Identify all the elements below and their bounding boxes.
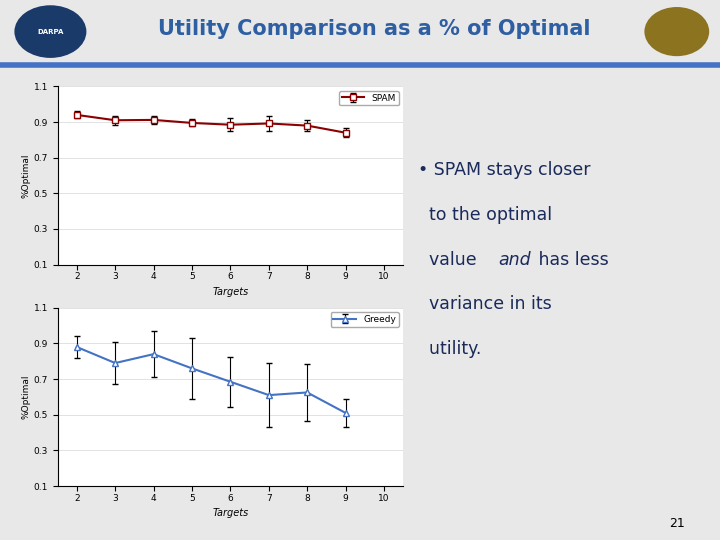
Text: utility.: utility. (418, 340, 481, 357)
Text: Utility Comparison as a % of Optimal: Utility Comparison as a % of Optimal (158, 19, 590, 39)
Text: variance in its: variance in its (418, 295, 552, 313)
Text: and: and (498, 251, 531, 268)
Text: to the optimal: to the optimal (418, 206, 552, 224)
Text: • SPAM stays closer: • SPAM stays closer (418, 161, 590, 179)
X-axis label: Targets: Targets (212, 287, 248, 297)
Text: 21: 21 (669, 517, 685, 530)
Legend: SPAM: SPAM (339, 91, 399, 105)
Text: has less: has less (533, 251, 608, 268)
X-axis label: Targets: Targets (212, 508, 248, 518)
Legend: Greedy: Greedy (330, 312, 399, 327)
Text: value: value (418, 251, 482, 268)
Ellipse shape (14, 5, 86, 58)
Y-axis label: %Optimal: %Optimal (22, 153, 31, 198)
Text: DARPA: DARPA (37, 29, 63, 35)
Ellipse shape (644, 7, 709, 56)
Y-axis label: %Optimal: %Optimal (22, 375, 31, 419)
